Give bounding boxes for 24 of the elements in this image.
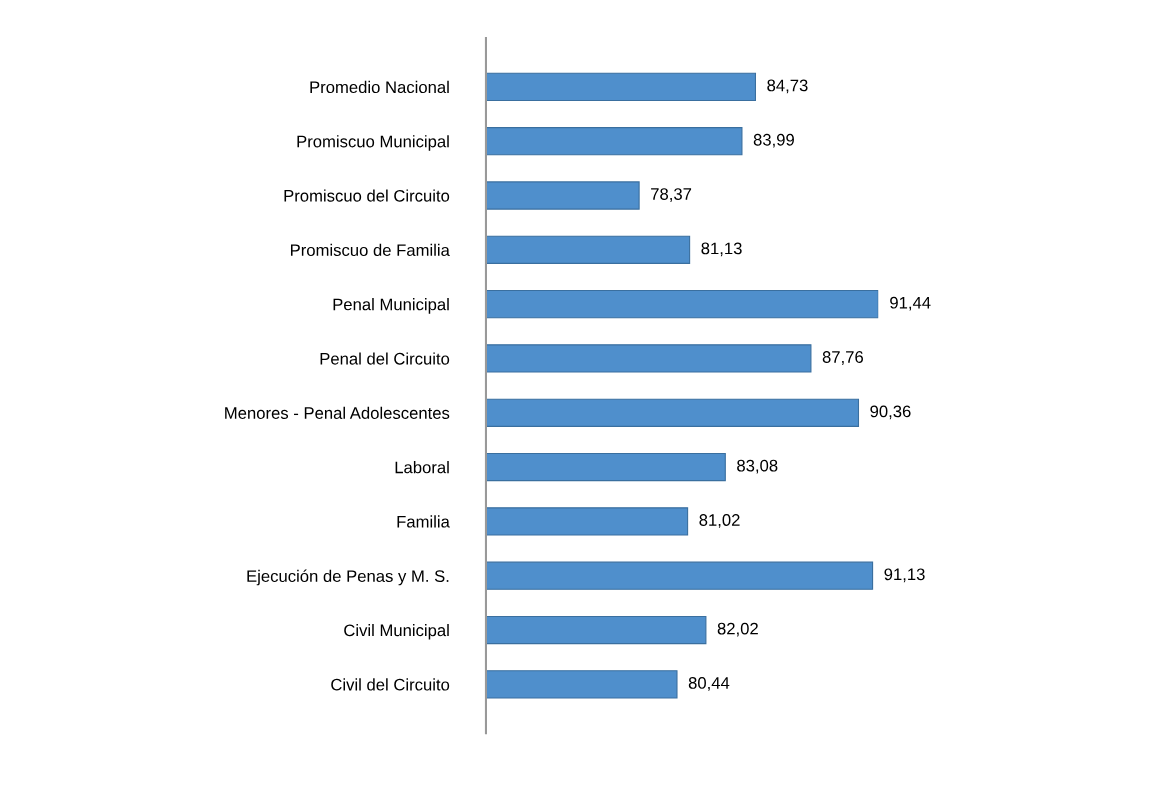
data-label: 90,36 [870,405,911,420]
y-tick-label: Civil Municipal [344,624,449,640]
y-tick-label: Promedio Nacional [310,80,449,94]
data-label: 80,44 [688,677,730,691]
y-tick-label: Penal del Circuito [320,352,450,365]
data-label: 91,44 [890,296,931,311]
data-label: 84,73 [767,79,808,94]
y-tick-label: Menores - Penal Adolescentes [225,406,450,419]
y-tick-label: Penal Municipal [333,298,449,314]
data-label: 82,02 [717,622,758,637]
y-tick-label: Laboral [395,461,449,474]
y-tick-label: Promiscuo del Circuito [284,189,450,202]
y-tick-label: Civil del Circuito [331,678,450,691]
y-tick-label: Ejecución de Penas y M. S. [247,569,449,586]
y-tick-label: Promiscuo de Familia [290,243,450,257]
y-tick-label: Familia [397,515,450,528]
data-label: 81,13 [701,242,742,257]
data-label: 81,02 [699,514,740,528]
y-tick-label: Promiscuo Municipal [297,135,449,151]
data-label: 83,99 [753,133,794,148]
data-label: 83,08 [737,459,778,474]
data-label: 87,76 [822,351,863,365]
data-label: 91,13 [884,568,925,583]
data-label: 78,37 [651,188,692,202]
